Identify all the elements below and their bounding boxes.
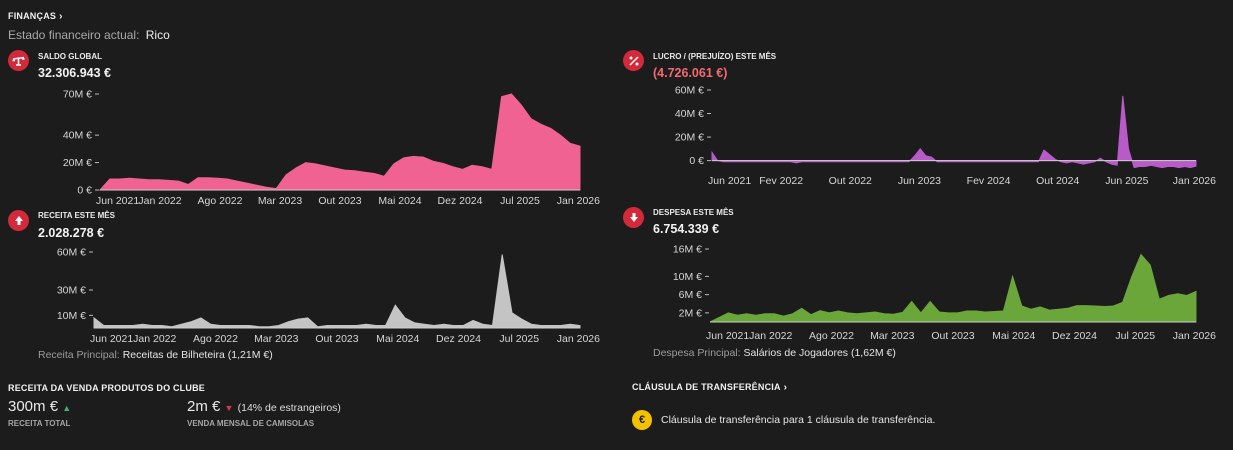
x-tick-label: Out 2023 [315,333,358,345]
x-tick-label: Ago 2022 [193,333,238,345]
x-tick-label: Dez 2024 [436,333,481,345]
despesa-footer: Despesa Principal: Salários de Jogadores … [653,347,896,359]
receita-footer: Receita Principal: Receitas de Bilheteira… [38,349,273,361]
y-tick-label: 2M € [679,307,703,319]
merch-shirts: 2m € ▼ (14% de estrangeiros) [187,398,341,415]
receita-footer-value: Receitas de Bilheteira (1,21M €) [122,349,273,361]
despesa-area-series [709,253,1197,323]
x-tick-label: Jan 2026 [557,195,600,207]
merch-total-label: RECEITA TOTAL [8,419,71,428]
y-tick-label: 0 € [77,185,92,197]
chevron-right-icon: › [59,11,63,22]
x-tick-label: Jul 2025 [500,195,540,207]
x-tick-label: Out 2024 [1036,175,1079,187]
merch-shirts-label: VENDA MENSAL DE CAMISOLAS [187,419,315,428]
arrow-up-icon [8,210,29,231]
receita-value: 2.028.278 € [38,226,105,240]
despesa-footer-value: Salários de Jogadores (1,62M €) [743,347,896,359]
clause-title-link[interactable]: CLÁUSULA DE TRANSFERÊNCIA › [632,382,787,393]
y-tick-label: 10M € [57,310,86,322]
merch-shirts-value: 2m € [187,398,221,415]
chevron-right-icon: › [783,382,788,393]
financial-state-value: Rico [145,28,170,42]
receita-label: RECEITA ESTE MÊS [38,211,115,220]
euro-coin-symbol: € [638,414,646,426]
x-tick-label: Ago 2022 [809,330,854,342]
trend-up-icon: ▲ [62,403,72,413]
receita-chart[interactable]: 60M € 30M € 10M € Jun 2021 Jan 2022 Ago 2022 M… [20,240,620,348]
x-tick-label: Jul 2025 [1115,330,1155,342]
x-tick-label: Out 2023 [318,195,361,207]
finances-title-link[interactable]: FINANÇAS › [8,11,63,22]
x-tick-label: Jan 2026 [1173,175,1216,187]
saldo-area-series [98,93,581,191]
lucro-label: LUCRO / (PREJUÍZO) ESTE MÊS [653,52,777,61]
financial-state-label: Estado financeiro actual: [8,28,140,42]
y-tick-label: 60M € [675,85,704,97]
x-tick-label: Jul 2025 [499,333,539,345]
saldo-value: 32.306.943 € [38,66,111,80]
x-tick-label: Jun 2021 [708,175,751,187]
x-tick-label: Out 2022 [829,175,872,187]
y-tick-label: 70M € [63,89,92,101]
y-tick-label: 10M € [673,271,702,283]
x-tick-label: Jan 2022 [133,333,176,345]
despesa-value: 6.754.339 € [653,222,720,236]
y-tick-label: 16M € [673,244,702,256]
arrow-down-icon [623,207,644,228]
lucro-value: (4.726.061 €) [653,66,728,80]
x-tick-label: Jun 2025 [1105,175,1148,187]
x-tick-label: Jan 2022 [138,195,181,207]
x-tick-label: Jun 2023 [898,175,941,187]
x-tick-label: Jun 2021 [706,330,749,342]
despesa-label: DESPESA ESTE MÊS [653,208,734,217]
x-tick-label: Jan 2022 [749,330,792,342]
receita-footer-label: Receita Principal: [38,349,120,361]
x-tick-label: Fev 2024 [967,175,1011,187]
x-tick-label: Mar 2023 [258,195,303,207]
scale-icon [8,50,29,71]
x-tick-label: Mai 2024 [378,195,421,207]
despesa-chart[interactable]: 16M € 10M € 6M € 2M €Jun 2021 Jan 2022 Ago 20… [640,238,1230,346]
x-tick-label: Jan 2026 [557,333,600,345]
percent-icon [623,50,644,71]
receita-area-series [93,254,581,329]
despesa-footer-label: Despesa Principal: [653,347,741,359]
x-tick-label: Mai 2024 [376,333,419,345]
trend-down-icon: ▼ [224,403,234,413]
y-tick-label: 40M € [63,130,92,142]
x-tick-label: Dez 2024 [438,195,483,207]
x-tick-label: Jun 2021 [90,333,133,345]
y-tick-label: 30M € [57,285,86,297]
merch-total: 300m € ▲ [8,398,71,415]
x-tick-label: Mar 2023 [870,330,915,342]
y-tick-label: 60M € [57,247,86,259]
x-tick-label: Dez 2024 [1052,330,1097,342]
lucro-chart[interactable]: 60M € 40M € 20M € 0 € Jun 2021 Fev 2022 Out 20… [640,82,1230,190]
merch-shirts-note: (14% de estrangeiros) [237,402,341,414]
y-tick-label: 40M € [675,108,704,120]
euro-coin-icon: € [632,410,652,430]
saldo-chart[interactable]: 70M € 40M € 20M € 0 € Jun 2021 Jan 2022 Ago 20… [20,82,620,210]
y-tick-label: 20M € [675,132,704,144]
merch-total-value: 300m € [8,398,59,415]
x-tick-label: Jan 2026 [1173,330,1216,342]
clause-text: Cláusula de transferência para 1 cláusul… [661,414,936,426]
x-tick-label: Mar 2023 [254,333,299,345]
x-tick-label: Ago 2022 [198,195,243,207]
x-tick-label: Mai 2024 [992,330,1035,342]
x-tick-label: Out 2023 [931,330,974,342]
y-tick-label: 0 € [689,155,704,167]
x-tick-label: Jun 2021 [96,195,139,207]
saldo-label: SALDO GLOBAL [38,52,102,61]
y-tick-label: 20M € [63,157,92,169]
clause-title: CLÁUSULA DE TRANSFERÊNCIA [632,382,781,392]
y-tick-label: 6M € [679,289,703,301]
merch-title: RECEITA DA VENDA PRODUTOS DO CLUBE [8,383,205,393]
financial-state: Estado financeiro actual: Rico [8,28,170,42]
x-tick-label: Fev 2022 [759,175,803,187]
lucro-area-series [711,95,1197,169]
finances-title: FINANÇAS [8,11,57,21]
